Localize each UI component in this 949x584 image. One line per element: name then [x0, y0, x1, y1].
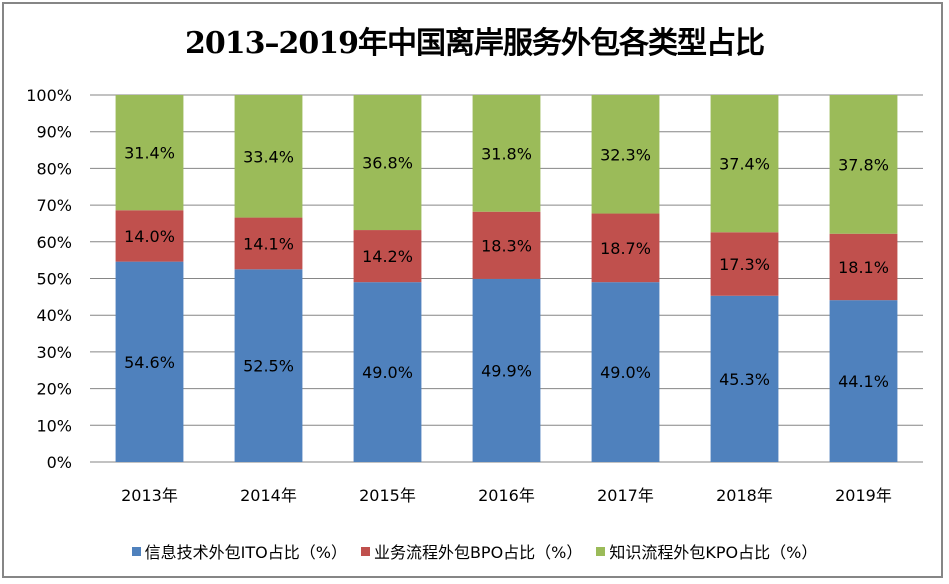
y-tick-label: 20% — [36, 380, 72, 399]
legend-label-ito: 信息技术外包ITO占比（%） — [144, 543, 347, 562]
bar-segment-2 — [472, 95, 541, 212]
x-tick-label: 2015年 — [359, 486, 416, 505]
y-tick-label: 100% — [26, 86, 72, 105]
data-label: 31.8% — [481, 144, 532, 163]
bar-segment-2 — [710, 95, 779, 233]
data-label: 32.3% — [600, 145, 651, 164]
data-labels: 54.6% 14.0% 31.4% 52.5% 14.1% 33.4% 49.0% 14.2%… — [124, 144, 889, 391]
y-axis-ticks: 0% 10% 20% 30% 40% 50% 60% 70% 80% 90% 100% — [26, 86, 72, 472]
legend-item-ito: 信息技术外包ITO占比（%） — [131, 539, 347, 563]
bar-segment-1 — [353, 230, 422, 283]
legend: 信息技术外包ITO占比（%） 业务流程外包BPO占比（%） 知识流程外包KPO占… — [0, 539, 949, 563]
data-label: 18.7% — [600, 239, 651, 258]
data-label: 14.1% — [243, 234, 294, 253]
data-label: 49.0% — [600, 363, 651, 382]
data-label: 37.8% — [838, 155, 889, 174]
data-label: 14.0% — [124, 227, 175, 246]
legend-item-kpo: 知识流程外包KPO占比（%） — [596, 539, 817, 563]
bar-segment-0 — [234, 269, 303, 462]
bar-segment-1 — [710, 232, 779, 296]
y-tick-label: 10% — [36, 416, 72, 435]
x-tick-label: 2019年 — [835, 486, 892, 505]
bar-segment-2 — [829, 95, 898, 234]
data-label: 54.6% — [124, 353, 175, 372]
legend-swatch-ito — [131, 546, 141, 556]
data-label: 37.4% — [719, 155, 770, 174]
y-tick-label: 90% — [36, 123, 72, 142]
data-label: 18.3% — [481, 236, 532, 255]
y-tick-label: 80% — [36, 159, 72, 178]
bar-segment-0 — [829, 300, 898, 462]
bar-segment-0 — [591, 282, 660, 462]
x-tick-label: 2013年 — [121, 486, 178, 505]
data-label: 49.0% — [362, 363, 413, 382]
bar-segment-1 — [472, 211, 541, 279]
legend-label-bpo: 业务流程外包BPO占比（%） — [373, 543, 583, 562]
data-label: 44.1% — [838, 372, 889, 391]
x-tick-label: 2017年 — [597, 486, 654, 505]
bar-segment-1 — [115, 210, 184, 262]
bar-segment-0 — [115, 261, 184, 462]
y-tick-label: 60% — [36, 233, 72, 252]
data-label: 31.4% — [124, 144, 175, 163]
bar-segment-1 — [591, 213, 660, 283]
bar-segment-2 — [234, 95, 303, 218]
data-label: 45.3% — [719, 370, 770, 389]
bar-segment-0 — [353, 282, 422, 462]
data-label: 14.2% — [362, 247, 413, 266]
data-label: 33.4% — [243, 147, 294, 166]
y-tick-label: 30% — [36, 343, 72, 362]
data-label: 52.5% — [243, 357, 294, 376]
data-label: 17.3% — [719, 255, 770, 274]
data-label: 18.1% — [838, 258, 889, 277]
y-tick-label: 70% — [36, 196, 72, 215]
bar-segment-2 — [591, 95, 660, 214]
bar-segment-0 — [710, 295, 779, 462]
x-tick-label: 2016年 — [478, 486, 535, 505]
legend-swatch-kpo — [596, 546, 606, 556]
y-tick-label: 40% — [36, 306, 72, 325]
bar-segment-1 — [234, 217, 303, 270]
bar-segment-0 — [472, 278, 541, 462]
y-tick-label: 0% — [47, 453, 72, 472]
bar-segment-1 — [829, 233, 898, 301]
bars — [115, 95, 898, 462]
data-label: 36.8% — [362, 154, 413, 173]
x-tick-label: 2018年 — [716, 486, 773, 505]
x-axis-ticks: 2013年 2014年 2015年 2016年 2017年 2018年 2019年 — [121, 486, 892, 505]
chart-title: 2013–2019年中国离岸服务外包各类型占比 — [185, 26, 765, 61]
legend-item-bpo: 业务流程外包BPO占比（%） — [360, 539, 583, 563]
data-label: 49.9% — [481, 361, 532, 380]
legend-label-kpo: 知识流程外包KPO占比（%） — [609, 543, 818, 562]
legend-swatch-bpo — [360, 546, 370, 556]
bar-segment-2 — [353, 95, 422, 231]
y-tick-label: 50% — [36, 270, 72, 289]
bar-segment-2 — [115, 95, 184, 211]
x-tick-label: 2014年 — [240, 486, 297, 505]
